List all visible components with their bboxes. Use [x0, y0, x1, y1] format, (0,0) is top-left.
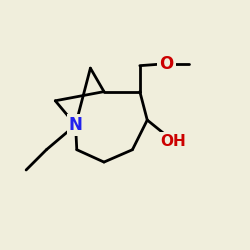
- Text: OH: OH: [160, 134, 186, 148]
- Text: N: N: [68, 116, 82, 134]
- Text: O: O: [160, 55, 174, 73]
